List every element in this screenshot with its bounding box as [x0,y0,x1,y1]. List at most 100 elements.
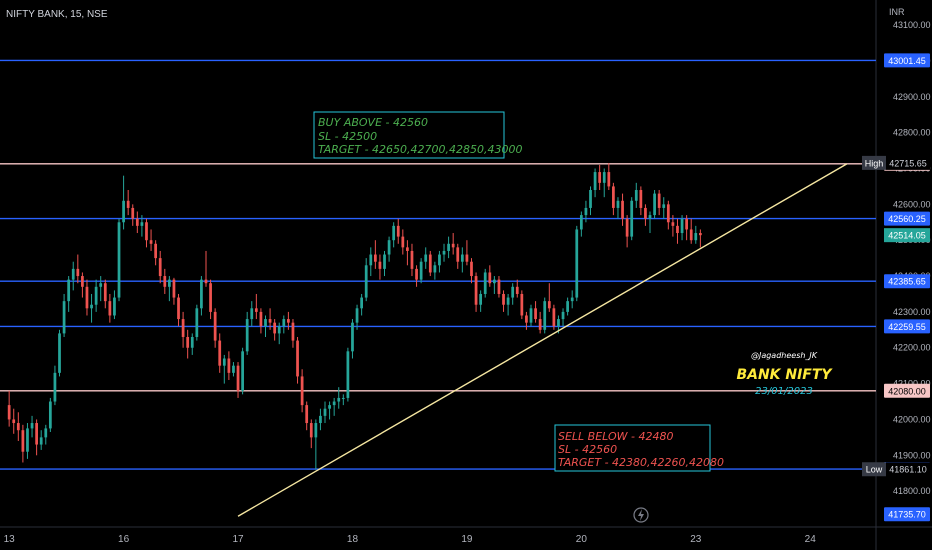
candle-body [634,190,638,201]
candle-body [621,200,624,219]
candle-body [410,250,414,269]
candle-body [680,218,684,234]
candle-body [282,319,286,327]
candle-body [442,250,446,255]
candle-body [273,322,277,334]
high-tag-label: High [865,158,884,168]
candle-body [204,279,208,284]
watermark-title: BANK NIFTY [736,367,833,383]
x-tick-label: 17 [232,534,244,545]
candle-body [209,283,212,312]
candle-body [254,308,258,312]
extra-price-tag [884,507,930,522]
candle-body [520,293,524,316]
candle-body [497,279,501,294]
candle-body [319,415,322,424]
candle-body [149,240,153,244]
candle-body [630,200,634,237]
candle-body [625,218,629,237]
y-tick-label: 42600.00 [893,199,931,209]
candle-body [103,283,107,302]
candle-body [355,308,359,323]
candle-body [172,279,176,298]
price-axis[interactable]: 41800.00 41900.00 42000.00 42100.00 42200.00… [862,20,931,522]
candle-body [268,319,272,323]
sell-annotation[interactable]: SELL BELOW - 42480 SL - 42560 TARGET - 4… [554,424,724,472]
candle-body [378,261,382,269]
candle-body [483,272,487,294]
candle-body [694,233,698,241]
candle-body [158,258,162,277]
level-price-tag[interactable] [884,383,930,398]
level-price-label: 42385.65 [888,277,926,287]
level-price-tag[interactable] [884,274,930,289]
candle-body [579,215,583,230]
candle-body [653,193,656,216]
candle-body [337,397,341,402]
low-tag-label: Low [866,465,883,475]
candle-body [296,340,299,377]
buy-annotation-box [313,111,505,159]
candle-body [685,218,689,230]
candle-body [593,172,597,191]
trendline[interactable] [237,163,848,517]
candle-body [401,236,405,248]
candle-body [140,222,144,226]
x-tick-label: 13 [4,534,16,545]
trendline-group[interactable] [237,163,848,517]
candle-body [213,311,217,341]
candle-body [287,319,290,323]
buy-line-2: SL - 42500 [318,130,377,143]
time-axis[interactable]: 13 16 17 18 19 20 23 24 [4,534,817,545]
candle-body [515,286,519,294]
candle-body [383,254,386,269]
candle-body [589,190,592,208]
candle-body [195,308,199,337]
y-tick-label: 43100.00 [893,20,931,30]
candle-body [126,200,130,208]
buy-annotation[interactable]: BUY ABOVE - 42560 SL - 42500 TARGET - 42… [313,111,523,159]
candle-body [373,254,377,262]
horizontal-levels[interactable] [0,59,876,470]
watermark-date: 23/01/2023 [755,386,813,397]
candle-body [145,222,148,241]
candle-body [671,222,675,226]
candle-body [26,428,29,452]
y-tick-label: 42300.00 [893,307,931,317]
candle-body [447,243,450,251]
candle-body [511,286,515,298]
lightning-icon[interactable] [633,507,649,523]
candle-body [570,297,574,302]
candles [7,163,702,470]
candle-body [419,261,423,280]
candle-body [547,301,551,309]
candle-body [122,200,125,223]
candle-body [552,308,556,327]
candle-body [392,225,396,241]
candle-body [598,172,602,183]
candle-body [460,254,464,262]
candle-body [648,215,652,219]
candle-body [561,311,565,320]
level-price-tag[interactable] [884,319,930,334]
candle-body [250,308,254,320]
candle-body [81,276,84,287]
candle-body [163,276,167,287]
candle-body [607,172,611,187]
y-tick-label: 42800.00 [893,128,931,138]
candle-body [85,286,89,309]
x-tick-label: 19 [461,534,473,545]
candle-body [602,172,606,183]
candle-body [433,265,437,273]
candle-body [154,243,158,259]
level-price-tag[interactable] [884,211,930,226]
y-tick-label: 42900.00 [893,92,931,102]
candle-body [438,254,441,266]
candle-body [676,225,679,234]
candle-body [90,304,93,309]
level-price-tag[interactable] [884,53,930,68]
sell-line-3: TARGET - 42380,42260,42080 [558,456,724,469]
candle-body [131,207,135,219]
low-tag [862,462,886,477]
